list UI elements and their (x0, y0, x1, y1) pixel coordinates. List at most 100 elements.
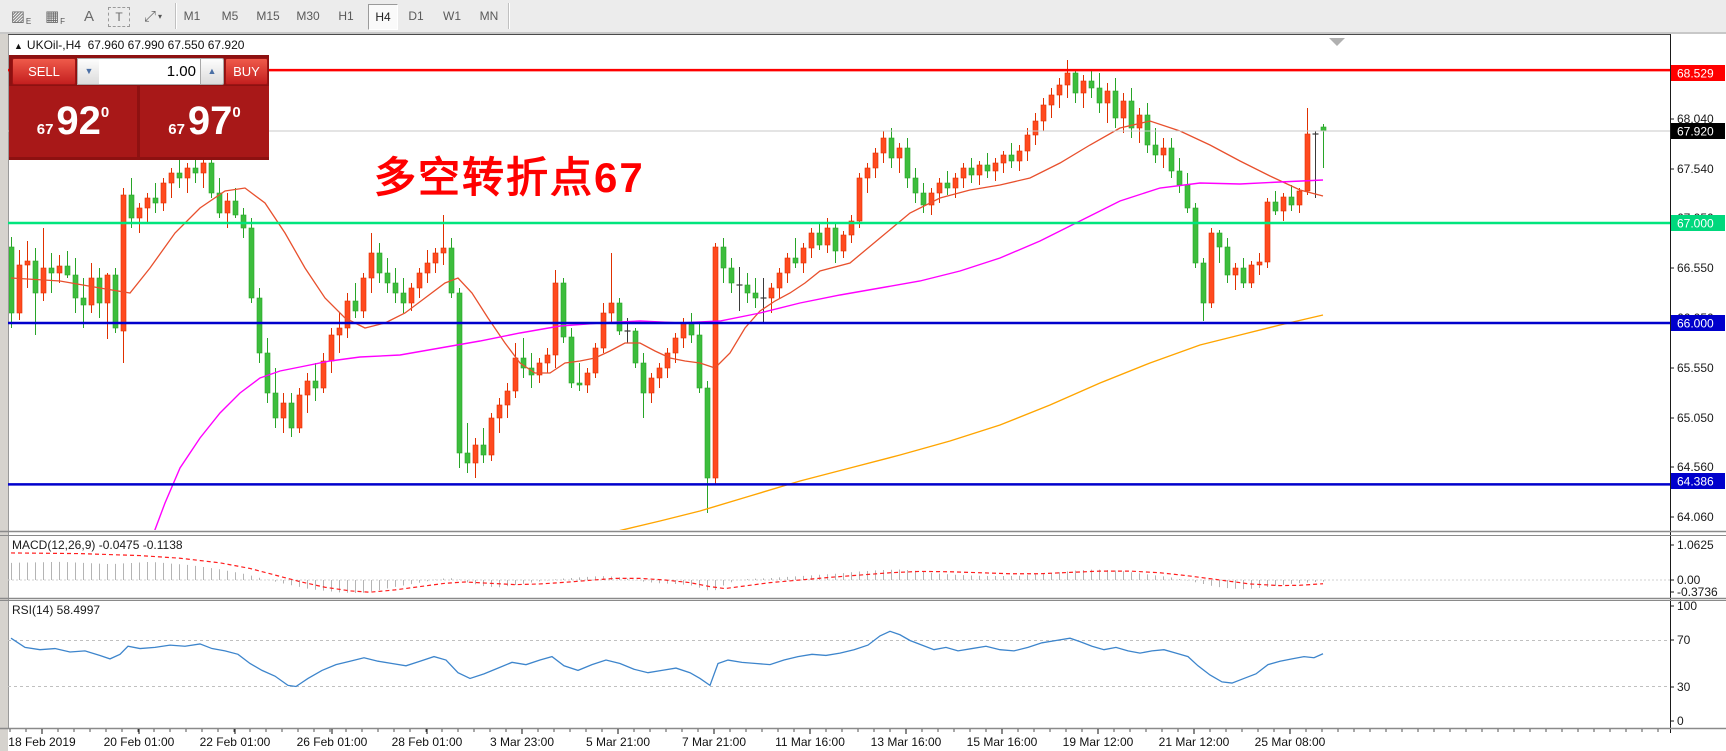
candle (9, 237, 15, 328)
timeframe-button-h4[interactable]: H4 (368, 4, 398, 30)
candle (912, 168, 919, 203)
toolbar-separator (508, 3, 510, 29)
candle (88, 263, 95, 313)
candle (16, 250, 23, 320)
candle (776, 268, 783, 298)
candle (1240, 258, 1247, 288)
timeframe-button-m15[interactable]: M15 (256, 9, 280, 23)
candle (1272, 191, 1279, 215)
buy-button[interactable]: BUY (225, 58, 268, 85)
sell-price-prefix: 67 (36, 121, 54, 138)
candle (928, 188, 935, 215)
candle (280, 393, 287, 433)
sell-price-display[interactable]: 67 92 0 (9, 86, 137, 157)
macd-label: MACD(12,26,9) -0.0475 -0.1138 (12, 538, 183, 552)
price-tick-label: 64.560 (1677, 460, 1714, 474)
candle (696, 323, 703, 393)
ma-slow-line (619, 314, 1324, 530)
candle (192, 157, 199, 183)
candle (496, 398, 503, 433)
buy-price-display[interactable]: 67 97 0 (140, 86, 269, 157)
symbol-period-label: UKOil-,H4 (26, 38, 81, 52)
candle (464, 423, 471, 473)
volume-input[interactable] (99, 59, 200, 84)
grid-pattern-icon[interactable]: ▦ F (44, 8, 66, 26)
candle (1104, 83, 1111, 123)
candle (1072, 70, 1079, 103)
cursor-mode-icon[interactable]: ⤢ ▾ (143, 7, 163, 25)
candle (136, 203, 143, 233)
candle (872, 148, 879, 178)
candle (600, 303, 607, 353)
candle (616, 298, 623, 335)
timeframe-button-m1[interactable]: M1 (183, 9, 201, 23)
toolbar-separator (175, 3, 177, 29)
candle (976, 161, 983, 185)
candle (160, 178, 167, 211)
candle (560, 278, 567, 343)
price-level-label: 64.386 (1677, 475, 1714, 489)
hatch-pattern-icon[interactable]: ▨ E (10, 8, 32, 26)
time-tick-label: 7 Mar 21:00 (682, 735, 746, 749)
time-tick-label: 22 Feb 01:00 (200, 735, 271, 749)
timeframe-button-w1[interactable]: W1 (443, 9, 461, 23)
timeframe-button-d1[interactable]: D1 (408, 9, 424, 23)
price-level-label: 68.529 (1677, 67, 1714, 81)
candle (656, 363, 663, 388)
timeframe-button-m5[interactable]: M5 (221, 9, 239, 23)
candle (1248, 261, 1255, 288)
text-box-icon[interactable]: T (108, 7, 130, 27)
candle (1288, 185, 1295, 211)
candle (408, 283, 415, 311)
collapse-arrow-icon[interactable]: ▲ (14, 41, 23, 51)
candle (1128, 88, 1135, 138)
candle (48, 253, 55, 293)
candle (760, 278, 767, 323)
candle (568, 328, 575, 388)
candle (208, 159, 215, 198)
candle (920, 183, 927, 213)
candle (768, 283, 775, 313)
candle (576, 363, 583, 391)
time-tick-label: 19 Mar 12:00 (1063, 735, 1134, 749)
candle (352, 283, 359, 318)
volume-decrease-button[interactable]: ▼ (77, 58, 101, 85)
text-label-icon[interactable]: A (83, 7, 94, 25)
candle (424, 250, 431, 283)
candle (1032, 113, 1039, 145)
time-tick-label: 18 Feb 2019 (8, 735, 76, 749)
chart-canvas[interactable]: 68.04067.54067.05066.55066.05065.55065.0… (0, 34, 1726, 751)
candle (1296, 188, 1303, 213)
candle (1192, 203, 1199, 268)
candle (1064, 60, 1071, 98)
candle (816, 223, 823, 250)
chart-shift-marker-icon[interactable] (1329, 38, 1345, 46)
price-tick-label: 66.550 (1677, 261, 1714, 275)
volume-increase-button[interactable]: ▲ (200, 58, 224, 85)
chart-area: 68.04067.54067.05066.55066.05065.55065.0… (0, 34, 1726, 751)
candle (360, 273, 367, 318)
candle (584, 368, 591, 393)
time-tick-label: 26 Feb 01:00 (297, 735, 368, 749)
chart-title: ▲ UKOil-,H4 67.960 67.990 67.550 67.920 (14, 38, 244, 52)
candle (856, 173, 863, 228)
timeframe-button-h1[interactable]: H1 (338, 9, 354, 23)
chart-background (0, 34, 1726, 751)
candle (1232, 263, 1239, 290)
candle (1144, 103, 1151, 153)
macd-histogram (11, 561, 1324, 594)
candle (888, 128, 895, 168)
time-tick-label: 20 Feb 01:00 (104, 735, 175, 749)
candle (456, 288, 463, 468)
buy-price-main: 97 (187, 99, 233, 143)
timeframe-button-mn[interactable]: MN (479, 9, 499, 23)
candle (272, 368, 279, 428)
timeframe-button-m30[interactable]: M30 (296, 9, 320, 23)
candle (840, 231, 847, 258)
candle (32, 248, 39, 335)
candle (744, 273, 751, 303)
sell-price-main: 92 (56, 99, 101, 143)
buy-price-pip: 0 (232, 104, 241, 121)
sell-button[interactable]: SELL (12, 58, 76, 85)
candle (904, 138, 911, 188)
